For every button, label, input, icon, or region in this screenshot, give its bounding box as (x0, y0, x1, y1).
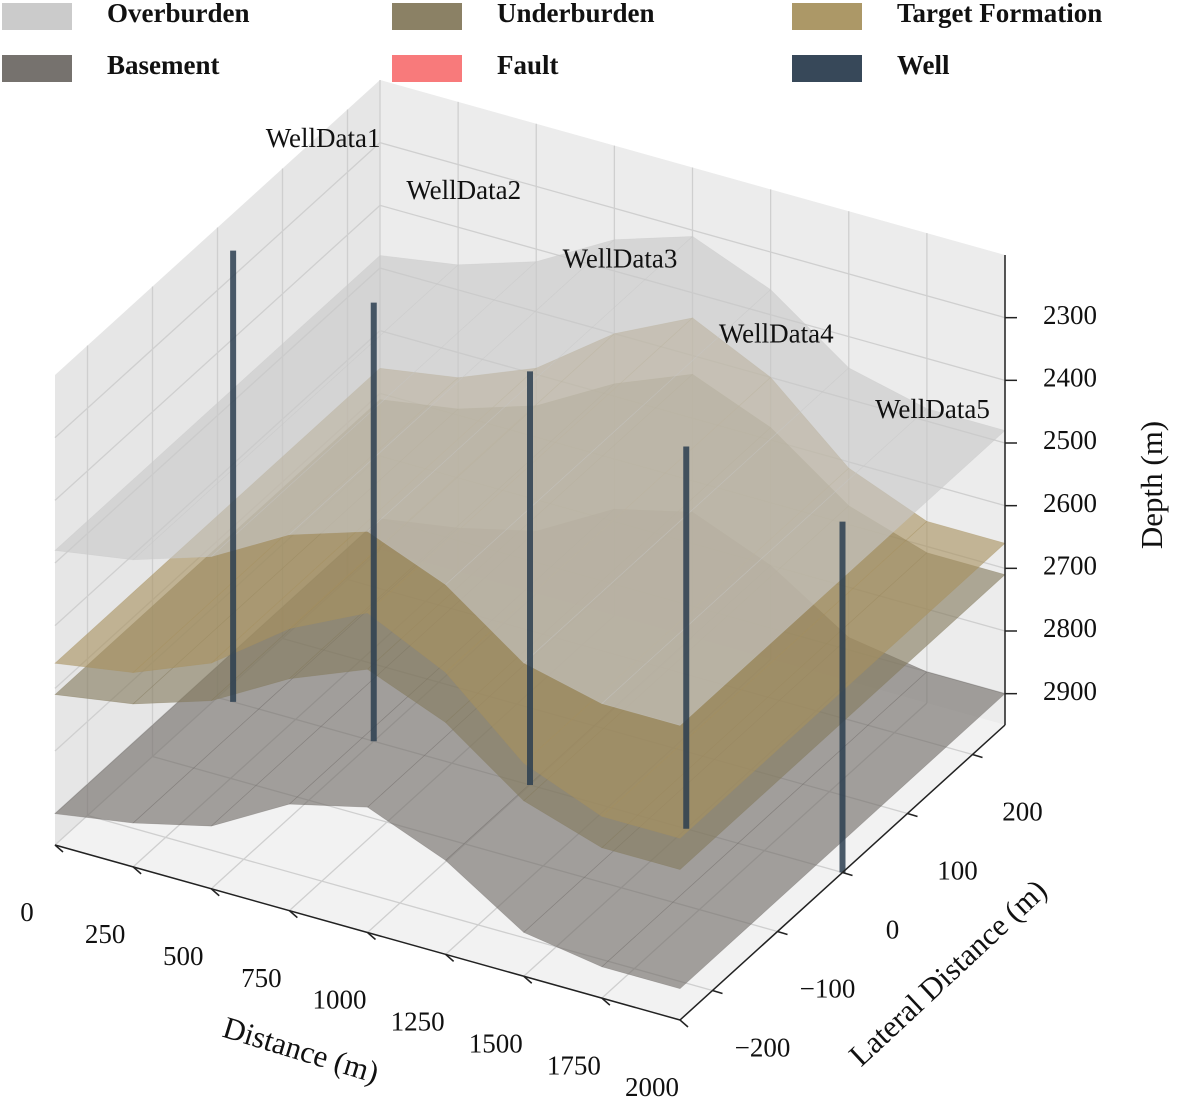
y-tick-label: −100 (800, 974, 856, 1004)
tick-mark (54, 844, 64, 853)
tick-mark (777, 930, 788, 936)
legend-swatch (392, 3, 462, 30)
z-tick-label: 2500 (1043, 425, 1097, 455)
tick-mark (367, 931, 376, 941)
x-tick-label: 1000 (313, 985, 367, 1015)
x-tick-label: 1750 (547, 1050, 601, 1080)
tick-mark (972, 753, 983, 759)
grid-line (54, 204, 381, 501)
x-tick-label: 750 (241, 963, 282, 993)
x-tick-label: 1500 (469, 1028, 523, 1058)
y-tick-label: 200 (1002, 797, 1043, 827)
x-tick-label: 500 (163, 941, 204, 971)
tick-mark (601, 997, 611, 1006)
x-tick-label: 2000 (625, 1072, 679, 1102)
tick-mark (445, 953, 455, 962)
z-axis-title: Depth (m) (1134, 421, 1169, 549)
well-label: WellData1 (266, 123, 381, 153)
well-label: WellData2 (406, 175, 521, 205)
z-tick-label: 2800 (1043, 613, 1097, 643)
legend-label: Underburden (497, 0, 655, 28)
tick-mark (210, 888, 220, 897)
plot-area (54, 80, 1006, 1021)
tick-mark (288, 910, 298, 919)
legend-swatch (792, 55, 862, 82)
tick-mark (712, 989, 723, 995)
y-axis-title: Lateral Distance (m) (842, 872, 1053, 1073)
surface (54, 236, 1006, 726)
z-tick-label: 2600 (1043, 488, 1097, 518)
y-tick-label: −200 (735, 1033, 791, 1063)
legend-label: Target Formation (897, 0, 1102, 28)
z-tick-label: 2400 (1043, 363, 1097, 393)
legend-label: Overburden (107, 0, 250, 28)
y-tick-label: 0 (886, 915, 900, 945)
legend-label: Well (897, 50, 950, 80)
x-tick-label: 250 (85, 919, 126, 949)
tick-mark (842, 871, 853, 877)
legend: Overburden Underburden Target Formation Bas… (2, 0, 1102, 82)
y-tick-label: 100 (937, 856, 978, 886)
well-label: WellData4 (719, 319, 834, 349)
z-tick-label: 2300 (1043, 300, 1097, 330)
grid-line (379, 142, 1006, 319)
tick-mark (523, 975, 533, 984)
x-tick-label: 1250 (391, 1007, 445, 1037)
tick-mark (132, 866, 142, 875)
legend-swatch (2, 3, 72, 30)
legend-swatch (792, 3, 862, 30)
grid-line (54, 142, 381, 439)
well-label: WellData3 (563, 244, 678, 274)
well-label: WellData5 (875, 394, 990, 424)
tick-mark (907, 812, 918, 818)
legend-swatch (392, 55, 462, 82)
x-tick-label: 0 (20, 897, 34, 927)
tick-mark (679, 1019, 689, 1028)
z-tick-label: 2700 (1043, 551, 1097, 581)
legend-label: Fault (497, 50, 559, 80)
legend-swatch (2, 55, 72, 82)
legend-label: Basement (107, 50, 219, 80)
x-axis-title: Distance (m) (219, 1009, 383, 1090)
z-tick-label: 2900 (1043, 676, 1097, 706)
